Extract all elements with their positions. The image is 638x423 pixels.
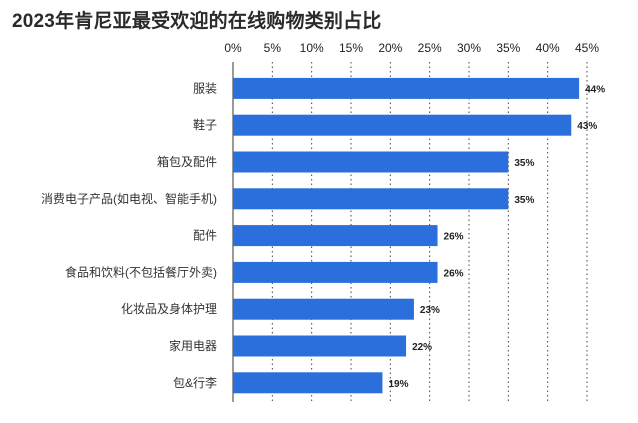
category-label: 化妆品及身体护理	[121, 301, 217, 316]
bar	[233, 188, 509, 210]
bar	[233, 151, 509, 173]
value-label: 26%	[444, 232, 464, 243]
x-tick-label: 5%	[264, 41, 282, 55]
bar	[233, 114, 572, 136]
x-tick-label: 15%	[339, 41, 363, 55]
value-label: 35%	[514, 195, 534, 206]
chart-title: 2023年肯尼亚最受欢迎的在线购物类别占比	[12, 11, 382, 32]
x-tick-label: 0%	[224, 41, 242, 55]
value-labels: 44% 43% 35% 35% 26% 26% 23% 22% 19%	[388, 84, 605, 389]
category-label: 消费电子产品(如电视、智能手机)	[41, 191, 217, 206]
category-label: 包&行李	[173, 375, 217, 390]
category-label: 家用电器	[169, 338, 217, 353]
bar	[233, 298, 414, 320]
bar	[233, 335, 407, 357]
x-tick-label: 35%	[496, 41, 520, 55]
category-label: 服装	[193, 81, 217, 95]
bars	[233, 77, 580, 394]
category-label: 食品和饮料(不包括餐厅外卖)	[65, 264, 217, 279]
bar	[233, 372, 383, 394]
x-tick-label: 25%	[418, 41, 442, 55]
x-tick-label: 40%	[536, 41, 560, 55]
value-label: 19%	[388, 379, 408, 390]
value-label: 23%	[420, 305, 440, 316]
x-tick-label: 45%	[575, 41, 599, 55]
x-tick-label: 20%	[378, 41, 402, 55]
category-label: 配件	[193, 229, 217, 243]
x-tick-label: 10%	[300, 41, 324, 55]
category-label: 鞋子	[193, 117, 217, 132]
value-label: 35%	[514, 158, 534, 169]
bar	[233, 261, 438, 283]
value-label: 22%	[412, 342, 432, 353]
category-label: 箱包及配件	[157, 154, 217, 169]
bar	[233, 77, 580, 99]
x-axis-ticks: 0% 5% 10% 15% 20% 25% 30% 35% 40% 45%	[224, 41, 599, 55]
bar	[233, 225, 438, 247]
value-label: 26%	[444, 268, 464, 279]
value-label: 43%	[577, 121, 597, 132]
x-tick-label: 30%	[457, 41, 481, 55]
value-label: 44%	[585, 84, 605, 95]
